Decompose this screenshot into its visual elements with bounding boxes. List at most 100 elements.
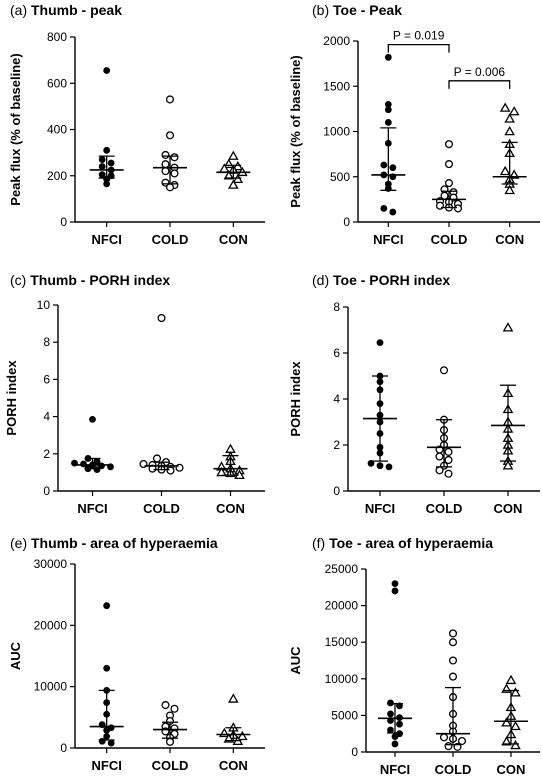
data-point [170, 169, 179, 178]
data-point [384, 106, 392, 114]
data-point [505, 674, 517, 685]
data-point [165, 183, 175, 192]
series-con [213, 443, 248, 479]
panel-title-text: Thumb - area of hyperaemia [31, 535, 218, 551]
data-point [107, 159, 115, 167]
y-tick-label: 2 [43, 447, 50, 461]
data-point [107, 739, 115, 747]
panel-title-text: Thumb - PORH index [30, 272, 170, 288]
y-tick-label: 4 [43, 410, 50, 424]
y-tick-label: 500 [330, 170, 350, 184]
x-tick-label: COLD [152, 232, 189, 247]
series-con [216, 150, 251, 189]
data-point [98, 156, 106, 163]
data-point [391, 733, 399, 741]
data-point [444, 447, 453, 456]
panel-title-text: Toe - area of hyperaemia [329, 535, 493, 551]
bracket-line [448, 80, 511, 89]
data-point [98, 737, 106, 745]
x-tick-label: COLD [435, 762, 472, 777]
data-point [93, 457, 101, 465]
data-point [448, 629, 458, 638]
data-point [439, 366, 449, 375]
y-axis-label: Peak flux (% of baseline) [8, 53, 23, 205]
panel-id: (d) [312, 272, 333, 288]
data-point [389, 164, 397, 172]
panel-id: (a) [10, 2, 31, 18]
data-point [502, 322, 514, 332]
x-tick-label: COLD [152, 758, 189, 773]
x-tick-label: COLD [431, 232, 468, 247]
y-axis-label: PORH index [288, 361, 303, 437]
data-point [453, 204, 463, 213]
data-point [103, 67, 111, 74]
data-point [93, 466, 101, 474]
x-tick-label: CON [216, 501, 245, 516]
panel-b: (b) Toe - Peak 0 500 1000 1500 2000 Peak flux … [288, 2, 540, 247]
data-point [504, 184, 515, 195]
series-nfci [371, 53, 406, 216]
y-tick-label: 1500 [323, 79, 350, 93]
panel-id: (f) [312, 535, 329, 551]
y-tick-label: 1000 [323, 125, 350, 139]
data-point [161, 150, 170, 159]
panel-title: (a) Thumb - peak [10, 2, 122, 18]
y-tick-label: 25000 [325, 562, 359, 576]
series-con [494, 674, 528, 750]
data-point [380, 205, 388, 212]
data-point [444, 160, 454, 169]
data-point [502, 460, 514, 470]
panel-title: (c) Thumb - PORH index [10, 272, 170, 288]
data-point [157, 313, 166, 323]
y-tick-label: 10 [37, 298, 51, 312]
data-point [376, 339, 384, 347]
y-tick-label: 4 [333, 392, 340, 406]
panel-title-text: Toe - PORH index [333, 272, 450, 288]
data-point [384, 100, 392, 108]
series-cold [427, 366, 461, 478]
y-tick-label: 8 [43, 335, 50, 349]
y-axis-label: Peak flux (% of baseline) [288, 55, 303, 207]
panel-id: (c) [10, 272, 30, 288]
bracket-line [387, 43, 450, 53]
y-tick-label: 6 [43, 372, 50, 386]
x-tick-label: COLD [143, 501, 180, 516]
x-tick-label: CON [219, 758, 248, 773]
x-tick-label: NFCI [91, 758, 121, 773]
series-cold [153, 701, 187, 746]
panel-a: (a) Thumb - peak 0 200 400 600 800 Peak flux (… [8, 2, 265, 247]
series-con [491, 322, 525, 470]
data-point [103, 664, 111, 672]
y-tick-label: 5000 [331, 708, 358, 722]
data-point [439, 733, 449, 742]
data-point [448, 672, 458, 681]
y-tick-label: 800 [47, 30, 67, 44]
data-point [103, 602, 111, 610]
y-axis-label: AUC [288, 646, 303, 675]
y-tick-label: 0 [60, 215, 67, 229]
y-axis-label: AUC [8, 641, 23, 670]
data-point [435, 466, 444, 475]
data-point [457, 736, 467, 746]
panel-title: (f) Toe - area of hyperaemia [312, 535, 493, 551]
data-point [216, 466, 227, 477]
data-point [228, 150, 239, 160]
series-nfci [89, 602, 124, 747]
data-point [228, 179, 239, 189]
data-point [444, 469, 453, 478]
data-point [384, 119, 392, 126]
data-point [391, 740, 399, 748]
data-point [389, 208, 397, 216]
data-point [165, 95, 175, 104]
data-point [170, 704, 179, 713]
data-point [103, 180, 111, 188]
data-point [391, 587, 399, 595]
bracket-label: P = 0.019 [393, 29, 445, 43]
data-point [385, 463, 393, 471]
data-point [504, 125, 515, 136]
y-tick-label: 0 [351, 745, 358, 759]
y-tick-label: 200 [47, 169, 67, 183]
x-tick-label: CON [219, 232, 248, 247]
data-point [170, 153, 179, 162]
significance-bracket: P = 0.006 [448, 65, 511, 89]
